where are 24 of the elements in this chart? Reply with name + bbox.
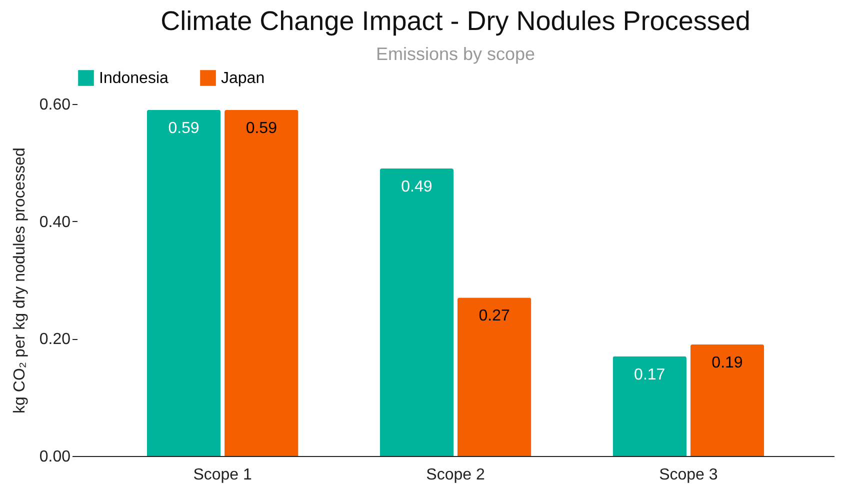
chart-title: Climate Change Impact - Dry Nodules Processed: [160, 6, 750, 36]
legend-label: Indonesia: [99, 70, 168, 87]
bar: [457, 298, 532, 456]
bar: [612, 356, 686, 456]
y-tick-label: 0.20: [39, 331, 71, 348]
data-label: 0.59: [168, 120, 200, 137]
x-tick-label: Scope 3: [659, 466, 718, 484]
y-tick-label: 0.40: [39, 214, 71, 231]
bar: [690, 344, 764, 456]
y-tick-label: 0.00: [39, 448, 71, 466]
y-axis-title: kg CO₂ per kg dry nodules processed: [11, 148, 28, 414]
chart-subtitle: Emissions by scope: [376, 44, 536, 64]
x-tick-label: Scope 1: [193, 466, 252, 484]
bar: [380, 168, 454, 456]
data-label: 0.27: [478, 308, 510, 325]
legend-label: Japan: [221, 70, 265, 87]
bar: [146, 110, 221, 456]
bar: [224, 110, 298, 456]
data-label: 0.19: [712, 354, 743, 372]
data-label: 0.17: [634, 366, 666, 384]
x-tick-label: Scope 2: [426, 466, 485, 484]
y-tick-label: 0.60: [39, 96, 71, 114]
data-label: 0.59: [246, 120, 278, 137]
data-label: 0.49: [401, 178, 432, 196]
